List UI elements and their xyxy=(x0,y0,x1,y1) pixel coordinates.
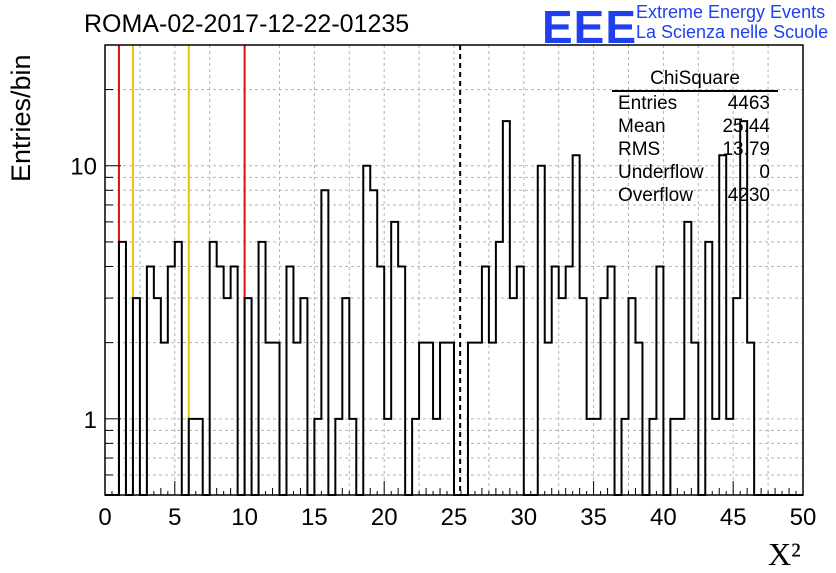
histogram-bin xyxy=(496,242,503,495)
x-tick-label: 30 xyxy=(510,504,537,531)
x-tick-label: 40 xyxy=(650,504,677,531)
histogram-bin xyxy=(133,298,140,495)
histogram-bin xyxy=(656,266,663,495)
histogram-bin xyxy=(119,242,126,495)
stats-box: ChiSquare Entries 4463 Mean 25.44 RMS 13.79… xyxy=(612,68,778,207)
histogram-outline xyxy=(105,120,803,496)
histogram-bin xyxy=(377,266,384,495)
stats-key: Overflow xyxy=(618,185,693,206)
histogram-bin xyxy=(363,166,370,495)
stats-key: Entries xyxy=(618,93,678,114)
histogram-bin xyxy=(566,266,573,495)
histogram-bin xyxy=(210,242,217,495)
tick-labels: 0 5 10 15 20 25 30 35 40 45 50 1 10 xyxy=(70,154,816,531)
histogram-bin xyxy=(538,166,545,495)
histogram-bin xyxy=(573,155,580,495)
x-axis-label: X² xyxy=(768,536,801,572)
histogram-bins xyxy=(105,120,803,496)
histogram-bin xyxy=(286,266,293,495)
histogram-bin xyxy=(391,222,398,495)
chart-title: ROMA-02-2017-12-22-01235 xyxy=(84,10,410,38)
marker-lines xyxy=(117,45,462,495)
y-axis-label: Entries/bin xyxy=(6,54,36,182)
histogram-bin xyxy=(245,298,252,495)
stats-row-entries: Entries 4463 xyxy=(612,92,778,115)
stats-value: 4463 xyxy=(727,93,770,114)
histogram-bin xyxy=(482,266,489,495)
histogram-bin xyxy=(175,242,182,495)
stats-value: 25.44 xyxy=(722,116,770,137)
y-tick-label: 10 xyxy=(70,154,97,181)
stats-row-underflow: Underflow 0 xyxy=(612,161,778,184)
logo-subtitle-2: La Scienza nelle Scuole xyxy=(636,22,829,42)
histogram-bin xyxy=(224,298,231,495)
stats-value: 13.79 xyxy=(722,139,770,160)
stats-row-overflow: Overflow 4230 xyxy=(612,184,778,207)
histogram-bin xyxy=(300,298,307,495)
histogram-bin xyxy=(733,298,740,495)
histogram-bin xyxy=(342,298,349,495)
axis-ticks xyxy=(104,44,804,496)
stats-value: 4230 xyxy=(727,185,770,206)
histogram-bin xyxy=(601,298,608,495)
histogram-bin xyxy=(398,266,405,495)
histogram-bin xyxy=(147,266,154,495)
histogram-bin xyxy=(231,266,238,495)
stats-value: 0 xyxy=(759,162,770,183)
histogram-bin xyxy=(684,222,691,495)
x-tick-label: 25 xyxy=(441,504,468,531)
eee-logo: EEE xyxy=(542,1,638,53)
stats-row-rms: RMS 13.79 xyxy=(612,138,778,161)
stats-row-mean: Mean 25.44 xyxy=(612,115,778,138)
histogram-bin xyxy=(517,266,524,495)
histogram-bin xyxy=(510,298,517,495)
x-tick-label: 15 xyxy=(301,504,328,531)
stats-key: RMS xyxy=(618,139,661,160)
histogram-bin xyxy=(552,266,559,495)
x-tick-label: 50 xyxy=(790,504,817,531)
histogram-bin xyxy=(559,298,566,495)
x-tick-label: 10 xyxy=(231,504,258,531)
histogram-bin xyxy=(259,242,266,495)
histogram-bin xyxy=(705,242,712,495)
stats-title: ChiSquare xyxy=(612,68,778,92)
x-tick-label: 0 xyxy=(98,504,111,531)
stats-key: Underflow xyxy=(618,162,704,183)
logo-subtitle-1: Extreme Energy Events xyxy=(636,2,826,22)
histogram-bin xyxy=(154,298,161,495)
histogram-bin xyxy=(580,298,587,495)
histogram-bin xyxy=(608,266,615,495)
y-tick-label: 1 xyxy=(84,407,97,434)
x-tick-label: 5 xyxy=(168,504,181,531)
histogram-bin xyxy=(168,266,175,495)
x-tick-label: 20 xyxy=(371,504,398,531)
histogram-bin xyxy=(629,298,636,495)
x-tick-label: 35 xyxy=(580,504,607,531)
x-tick-label: 45 xyxy=(720,504,747,531)
histogram-bin xyxy=(217,266,224,495)
stats-key: Mean xyxy=(618,116,666,137)
